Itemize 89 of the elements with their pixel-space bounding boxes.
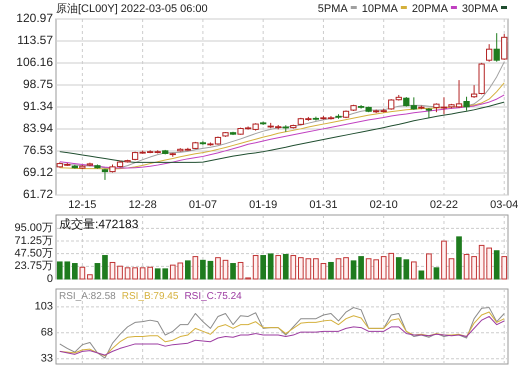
y-tick-label: 71.25万 <box>14 234 53 247</box>
legend-label: 5PMA <box>318 3 348 15</box>
bar <box>72 263 78 280</box>
legend-label: 20PMA <box>412 3 449 15</box>
bar <box>275 255 282 280</box>
annotation: 成交量:472183 <box>59 217 139 231</box>
bar <box>147 266 153 280</box>
legend-label: 30PMA <box>462 3 499 15</box>
candlestick <box>486 44 492 62</box>
bar <box>350 260 356 280</box>
bar <box>320 263 326 280</box>
bar <box>388 252 394 280</box>
candlestick <box>426 108 432 118</box>
y-tick-label: 113.57 <box>17 33 54 48</box>
candlestick <box>501 34 508 60</box>
bar <box>208 260 214 280</box>
bar <box>366 258 372 280</box>
y-tick-label: 76.53 <box>22 143 54 158</box>
y-tick-label: 91.34 <box>22 99 54 114</box>
bar <box>87 274 93 280</box>
bar <box>140 267 146 280</box>
candlestick <box>102 168 108 180</box>
x-tick-label: 12-28 <box>128 199 157 211</box>
bar <box>411 261 417 280</box>
y-tick-label: 106.16 <box>16 55 54 70</box>
bar <box>192 256 198 280</box>
chart-title: 原油[CL00Y] 2022-03-05 06:00 <box>56 2 208 15</box>
bar <box>373 259 379 280</box>
bar <box>290 255 296 280</box>
bar <box>177 262 184 280</box>
bar <box>418 270 424 280</box>
text: RSI_C:75.24 <box>184 291 242 302</box>
bar <box>154 268 161 280</box>
bar <box>132 267 138 280</box>
bar <box>328 262 334 280</box>
bar <box>282 254 289 280</box>
y-tick-label: 61.72 <box>22 187 54 202</box>
y-tick-label: 0 <box>46 272 53 285</box>
bar <box>434 267 440 280</box>
bar <box>64 261 70 280</box>
bar <box>298 257 304 280</box>
bar <box>396 257 402 280</box>
bar <box>478 244 484 280</box>
y-tick-label: 33 <box>40 352 53 365</box>
candlestick <box>494 32 500 62</box>
bar <box>306 258 312 280</box>
bar <box>162 268 168 280</box>
bar <box>238 262 244 280</box>
bar <box>260 255 266 280</box>
y-tick-label: 23.75万 <box>14 260 53 272</box>
bar <box>80 266 86 280</box>
x-tick-label: 03-04 <box>490 199 518 211</box>
candlestick <box>463 96 470 112</box>
line-series <box>59 102 505 163</box>
x-tick-label: 02-22 <box>430 199 458 211</box>
y-tick-label: 69.12 <box>22 165 54 180</box>
bar <box>358 256 364 280</box>
bar <box>426 253 432 280</box>
x-tick-label: 01-31 <box>309 199 338 211</box>
bar <box>456 236 462 280</box>
legend-label: 10PMA <box>362 3 398 15</box>
y-tick-label: 98.75 <box>22 77 54 92</box>
y-tick-label: 83.94 <box>22 121 54 136</box>
y-tick-label: 103 <box>34 300 53 313</box>
bar <box>268 253 274 280</box>
bar <box>380 256 387 280</box>
bar <box>464 254 470 280</box>
text: RSI_B:79.45 <box>122 291 179 302</box>
x-tick-label: 12-15 <box>68 199 96 211</box>
text: RSI_A:82.58 <box>59 291 116 302</box>
y-tick-label: 120.97 <box>16 11 54 26</box>
bar <box>471 256 477 280</box>
bar <box>501 256 508 280</box>
bar <box>56 261 63 280</box>
bar <box>185 260 191 280</box>
y-tick-label: 47.50万 <box>14 248 53 260</box>
bar <box>200 260 206 280</box>
bar <box>252 255 258 280</box>
y-tick-label: 68 <box>40 326 53 339</box>
bar <box>403 259 410 280</box>
x-tick-label: 02-10 <box>370 199 398 211</box>
bar <box>486 248 492 280</box>
x-tick-label: 01-19 <box>249 199 278 211</box>
bar <box>313 258 319 280</box>
y-tick-label: 95.00万 <box>14 222 53 234</box>
bar <box>494 250 500 280</box>
bar <box>170 264 176 280</box>
x-tick-label: 01-07 <box>188 199 217 211</box>
bar <box>230 263 236 280</box>
